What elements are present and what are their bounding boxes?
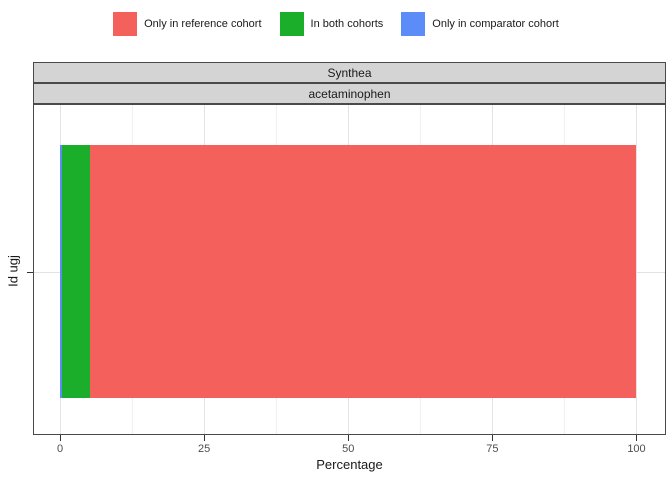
- x-axis-tick: [203, 435, 205, 441]
- facet-strip-cohort: acetaminophen: [33, 83, 666, 104]
- legend-key-swatch: [113, 12, 138, 36]
- plot-panel: [33, 104, 666, 435]
- x-axis-tick-label: 100: [627, 443, 646, 455]
- x-axis-tick: [59, 435, 61, 441]
- bar-segment-only-in-reference-cohort: [89, 145, 637, 398]
- y-axis-title: Id ugj: [5, 255, 21, 287]
- facet-strip-database: Synthea: [33, 62, 666, 83]
- legend-label: In both cohorts: [310, 18, 384, 30]
- legend: Only in reference cohort In both cohorts O…: [0, 11, 672, 37]
- x-axis-tick: [491, 435, 493, 441]
- legend-key-swatch: [279, 12, 304, 36]
- facet-strip-cohort-label: acetaminophen: [308, 86, 391, 101]
- legend-label: Only in comparator cohort: [432, 18, 559, 30]
- x-axis-tick-label: 50: [342, 443, 355, 455]
- y-axis-tick: [27, 272, 33, 273]
- x-axis-tick: [636, 435, 637, 441]
- legend-item: Only in comparator cohort: [401, 12, 559, 36]
- x-axis-tick-label: 75: [486, 443, 499, 455]
- bar-segment-in-both-cohorts: [62, 145, 90, 398]
- legend-item: Only in reference cohort: [113, 12, 262, 36]
- legend-label: Only in reference cohort: [144, 18, 262, 30]
- legend-key-swatch: [401, 12, 426, 36]
- x-axis-tick-label: 0: [56, 443, 64, 455]
- gridline-major: [636, 105, 637, 434]
- x-axis-title: Percentage: [316, 457, 383, 472]
- facet-strip-database-label: Synthea: [327, 65, 372, 80]
- legend-item: In both cohorts: [279, 12, 384, 36]
- x-axis-tick: [347, 435, 349, 441]
- x-axis-tick-label: 25: [198, 443, 211, 455]
- bar-segment-only-in-comparator-cohort: [60, 145, 63, 398]
